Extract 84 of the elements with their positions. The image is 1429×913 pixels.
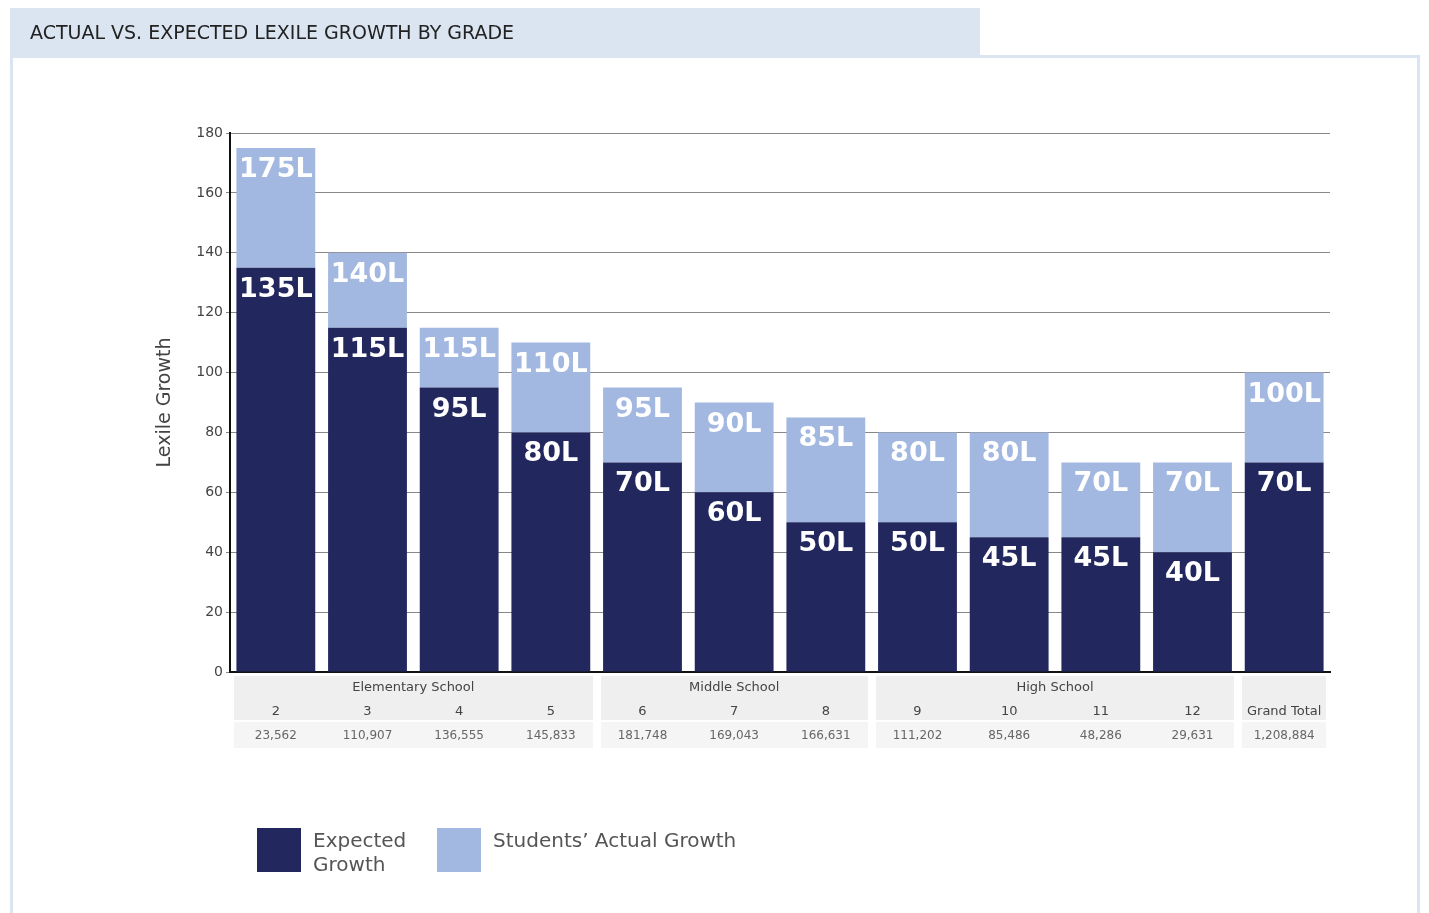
bar [694, 402, 774, 493]
y-tick-label: 180 [196, 123, 223, 140]
bar [603, 462, 682, 672]
text: 136,555 [434, 728, 484, 743]
total-label: 110L [514, 346, 588, 378]
data-label: 70L [615, 466, 670, 498]
text: 48,286 [1079, 728, 1122, 743]
text: 85,486 [988, 728, 1031, 743]
y-tick-label: 20 [205, 602, 223, 619]
total-label: 90L [706, 406, 762, 438]
y-tick-label: 60 [205, 482, 223, 499]
y-tick-label: 120 [196, 303, 223, 320]
x-tick-label: 5 [546, 703, 555, 719]
total-label: 70L [1165, 466, 1220, 498]
text: 29,631 [1171, 728, 1214, 743]
data-label: 80L [523, 436, 579, 468]
data-label: 115L [330, 331, 405, 363]
text: 1,208,884 [1253, 728, 1315, 743]
bar [878, 522, 957, 672]
legend-label: Students’ Actual Growth [493, 828, 738, 852]
chart-title: ACTUAL VS. EXPECTED LEXILE GROWTH BY GRADE [10, 8, 980, 56]
x-tick-label: Grand Total [1246, 703, 1322, 719]
y-tick-label: 0 [214, 662, 223, 679]
total-label: 85L [798, 421, 854, 453]
x-tick-label: 7 [730, 703, 739, 719]
data-label: 45L [1073, 541, 1129, 573]
bar [878, 432, 957, 523]
bar [236, 147, 316, 268]
y-tick-label: 160 [196, 183, 223, 200]
x-tick-label: 8 [821, 703, 830, 719]
text: 166,631 [801, 728, 851, 743]
bar [1244, 462, 1324, 672]
text: High School [1016, 679, 1094, 695]
x-tick-label: 2 [271, 703, 280, 719]
total-label: 140L [330, 256, 405, 288]
data-label: 40L [1165, 556, 1220, 588]
bar [1153, 552, 1232, 672]
y-tick-label: 40 [205, 542, 223, 559]
total-label: 95L [615, 391, 670, 423]
data-label: 135L [239, 271, 313, 303]
text: 181,748 [617, 728, 668, 743]
total-label: 100L [1247, 376, 1321, 408]
y-tick-label: 140 [196, 243, 223, 260]
data-label: 50L [890, 526, 945, 558]
text: Middle School [689, 679, 780, 695]
y-tick-label: 80 [205, 423, 223, 440]
bar [236, 267, 316, 672]
text: 111,202 [892, 728, 943, 743]
total-label: 80L [981, 436, 1037, 468]
data-label: 70L [1256, 466, 1312, 498]
bar [419, 387, 499, 672]
text: 169,043 [709, 728, 759, 743]
total-label: 70L [1073, 466, 1129, 498]
bar [786, 522, 866, 672]
x-tick-label: 9 [913, 703, 922, 719]
bar [328, 327, 407, 672]
text: Elementary School [352, 679, 475, 695]
bar [969, 432, 1049, 538]
total-label: 175L [239, 151, 313, 183]
bar [1061, 537, 1141, 672]
legend-label: Expected Growth [313, 828, 408, 876]
text: 145,833 [526, 728, 576, 743]
y-axis-title: Lexile Growth [152, 337, 175, 468]
bar [969, 537, 1049, 672]
y-tick-label: 100 [196, 363, 223, 380]
x-tick-label: 11 [1092, 703, 1110, 719]
bar [786, 417, 866, 523]
bar [1153, 462, 1232, 553]
bar [1061, 462, 1141, 538]
data-label: 60L [706, 496, 762, 528]
x-tick-label: 12 [1184, 703, 1201, 719]
x-tick-label: 3 [363, 703, 372, 719]
bar [511, 432, 591, 672]
data-label: 45L [981, 541, 1037, 573]
x-tick-label: 4 [455, 703, 464, 719]
data-label: 50L [798, 526, 854, 558]
data-label: 95L [431, 391, 487, 423]
total-label: 115L [422, 331, 496, 363]
x-tick-label: 6 [638, 703, 647, 719]
text: 23,562 [254, 728, 297, 743]
text: 110,907 [342, 728, 393, 743]
bar [694, 492, 774, 672]
total-label: 80L [890, 436, 945, 468]
x-tick-label: 10 [1000, 703, 1018, 719]
